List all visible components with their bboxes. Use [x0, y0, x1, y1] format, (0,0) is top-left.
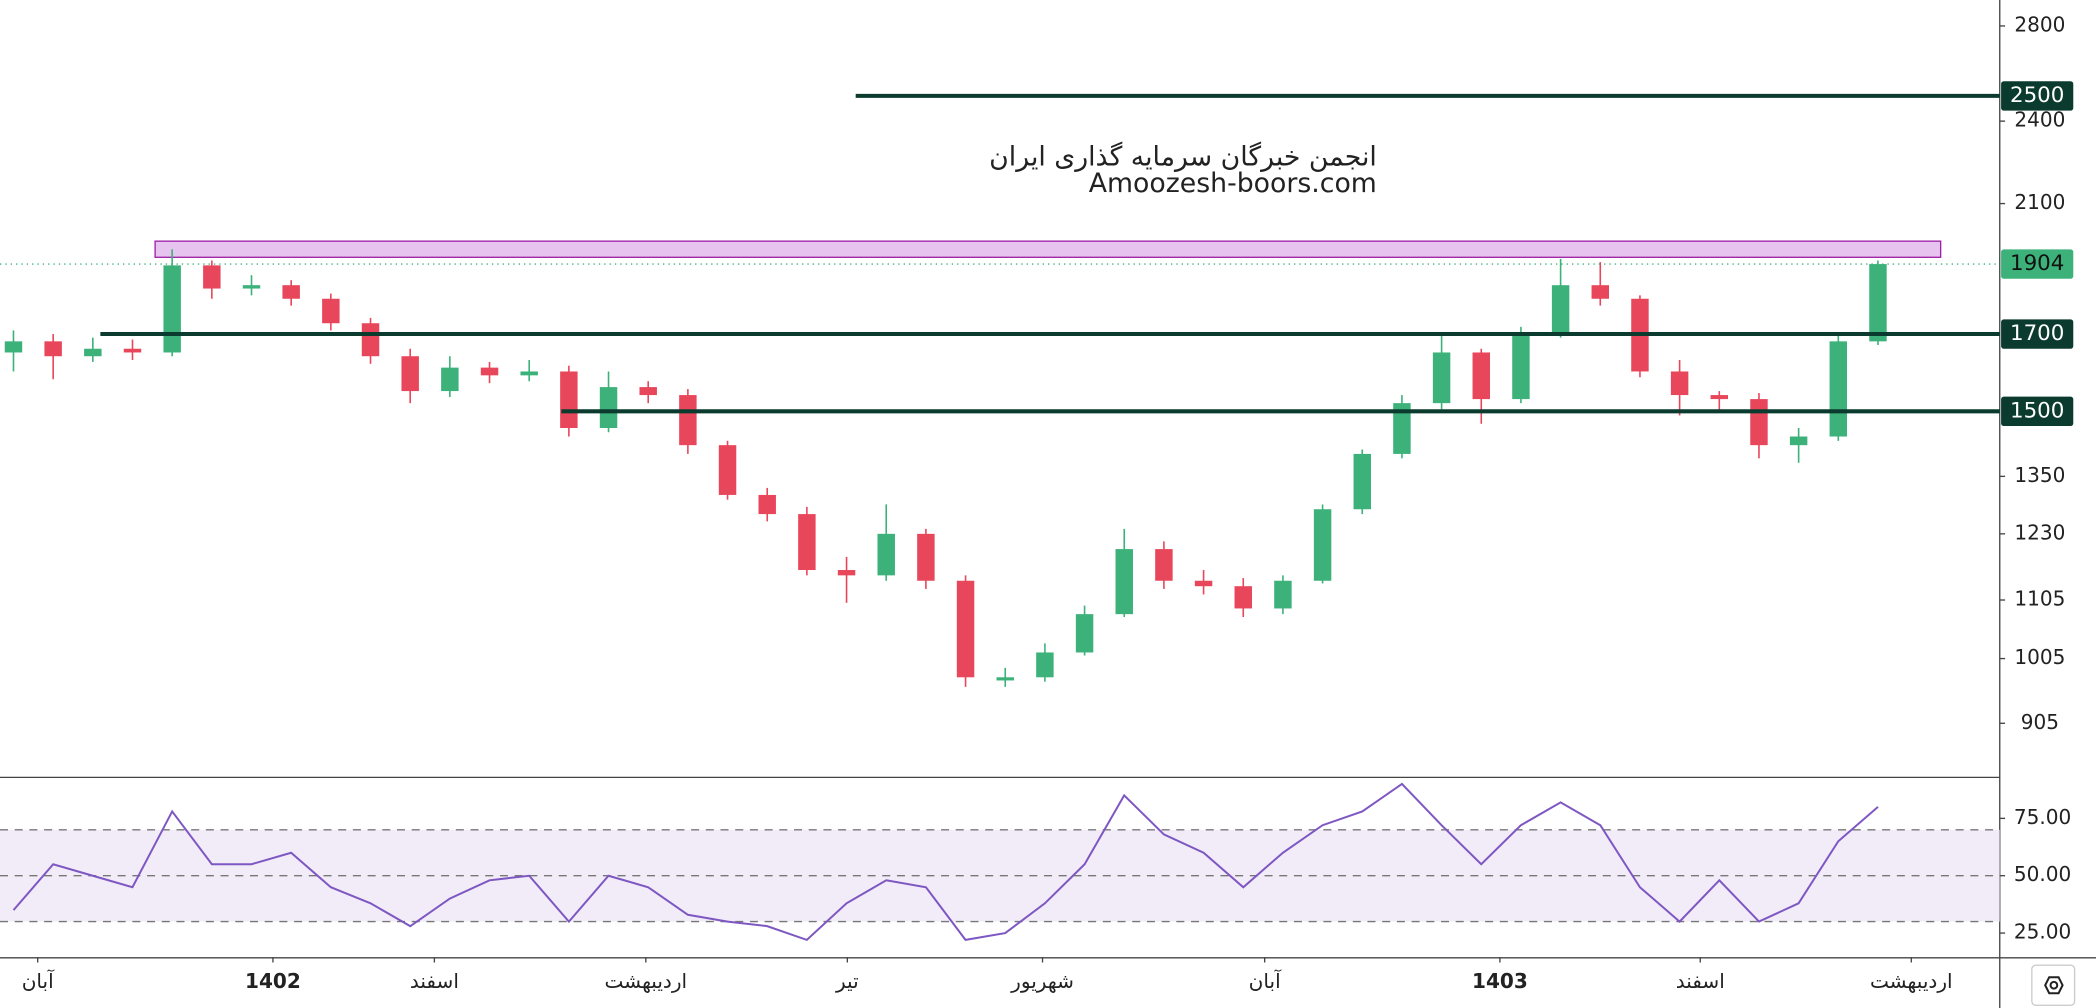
candle-body: [163, 265, 181, 353]
candle-body: [1234, 586, 1252, 609]
candle-body: [1789, 436, 1808, 446]
candle-body: [361, 323, 380, 357]
x-tick-label: اردیبهشت: [1870, 969, 1953, 993]
candle-body: [1670, 371, 1689, 396]
candle-body: [4, 341, 23, 353]
level-badge: [2001, 396, 2074, 427]
candle-body: [441, 367, 459, 392]
candle-body: [560, 371, 578, 429]
last-price-label: 1904: [2010, 251, 2064, 276]
x-tick-label: اسفند: [410, 969, 459, 993]
candle-body: [599, 387, 618, 429]
candle-body: [996, 677, 1014, 681]
candle-body: [1551, 285, 1570, 335]
candle-body: [1512, 334, 1530, 400]
last-price-badge: [2001, 249, 2074, 279]
candle-body: [1829, 341, 1848, 437]
rsi-tick-label: 50.00: [2014, 862, 2071, 886]
x-tick-label: اردیبهشت: [605, 969, 688, 993]
resistance-zone: [154, 240, 1942, 258]
candle-body: [877, 533, 895, 576]
level-badge: [2001, 81, 2074, 111]
candle-body: [679, 395, 697, 446]
candle-body: [758, 494, 776, 515]
candle-body: [123, 348, 142, 353]
candle-body: [322, 298, 340, 324]
x-tick-label: تیر: [835, 969, 859, 993]
candle-body: [401, 356, 419, 392]
candle-body: [1155, 549, 1173, 581]
candle-body: [1353, 453, 1371, 510]
candle-body: [837, 570, 856, 576]
watermark: Amoozesh-boors.com: [1089, 168, 1377, 199]
y-tick-label: 2800: [2014, 12, 2065, 36]
settings-icon[interactable]: [2044, 976, 2064, 995]
candle-body: [203, 265, 221, 289]
candle-body: [1710, 395, 1729, 400]
candle-body: [798, 514, 816, 571]
candle-body: [520, 371, 538, 376]
settings-icon-dot[interactable]: [2049, 980, 2059, 990]
y-tick-label: 2100: [2014, 190, 2065, 214]
candle-body: [480, 367, 499, 376]
candle-body: [44, 341, 62, 357]
level-label: 2500: [2010, 83, 2064, 108]
candle-body: [1274, 580, 1292, 609]
candle-body: [84, 348, 102, 357]
settings-button[interactable]: [2031, 964, 2076, 1006]
x-tick-label: شهریور: [1010, 969, 1074, 993]
y-tick-label: 1105: [2014, 587, 2065, 611]
candle-body: [1750, 399, 1768, 446]
candle-body: [917, 533, 935, 581]
x-tick-label: 1403: [1472, 969, 1528, 993]
candle-body: [1075, 614, 1094, 653]
x-tick-label: آبان: [22, 968, 55, 993]
candle-body: [639, 387, 657, 396]
x-tick-label: اسفند: [1676, 969, 1725, 993]
x-tick-label: 1402: [245, 969, 301, 993]
candle-body: [1036, 652, 1054, 678]
y-tick-label: 905: [2021, 710, 2059, 734]
watermark: انجمن خبرگان سرمایه گذاری ایران: [989, 141, 1377, 172]
candle-body: [956, 580, 975, 678]
candle-body: [242, 285, 261, 289]
settings-box[interactable]: [2031, 964, 2076, 1006]
candle-body: [1393, 403, 1411, 454]
candle-body: [282, 285, 300, 299]
rsi-tick-label: 75.00: [2014, 805, 2071, 829]
level-badge: [2001, 319, 2074, 349]
candle-body: [1472, 352, 1490, 400]
candle-body: [1313, 509, 1332, 581]
rsi-line: [12, 782, 1879, 942]
y-tick-label: 1350: [2014, 463, 2065, 487]
rsi-tick-label: 25.00: [2014, 920, 2071, 944]
level-label: 1700: [2010, 321, 2064, 346]
candle-body: [1432, 352, 1451, 404]
y-tick-label: 1005: [2014, 645, 2065, 669]
candle-body: [1869, 264, 1887, 342]
y-tick-label: 1230: [2014, 520, 2065, 544]
candle-body: [1194, 580, 1213, 587]
candle-body: [1115, 549, 1133, 615]
candle-body: [718, 445, 737, 495]
x-tick-label: آبان: [1249, 968, 1282, 993]
candle-body: [1591, 285, 1610, 299]
y-tick-label: 2400: [2014, 108, 2065, 132]
level-label: 1500: [2010, 398, 2064, 423]
